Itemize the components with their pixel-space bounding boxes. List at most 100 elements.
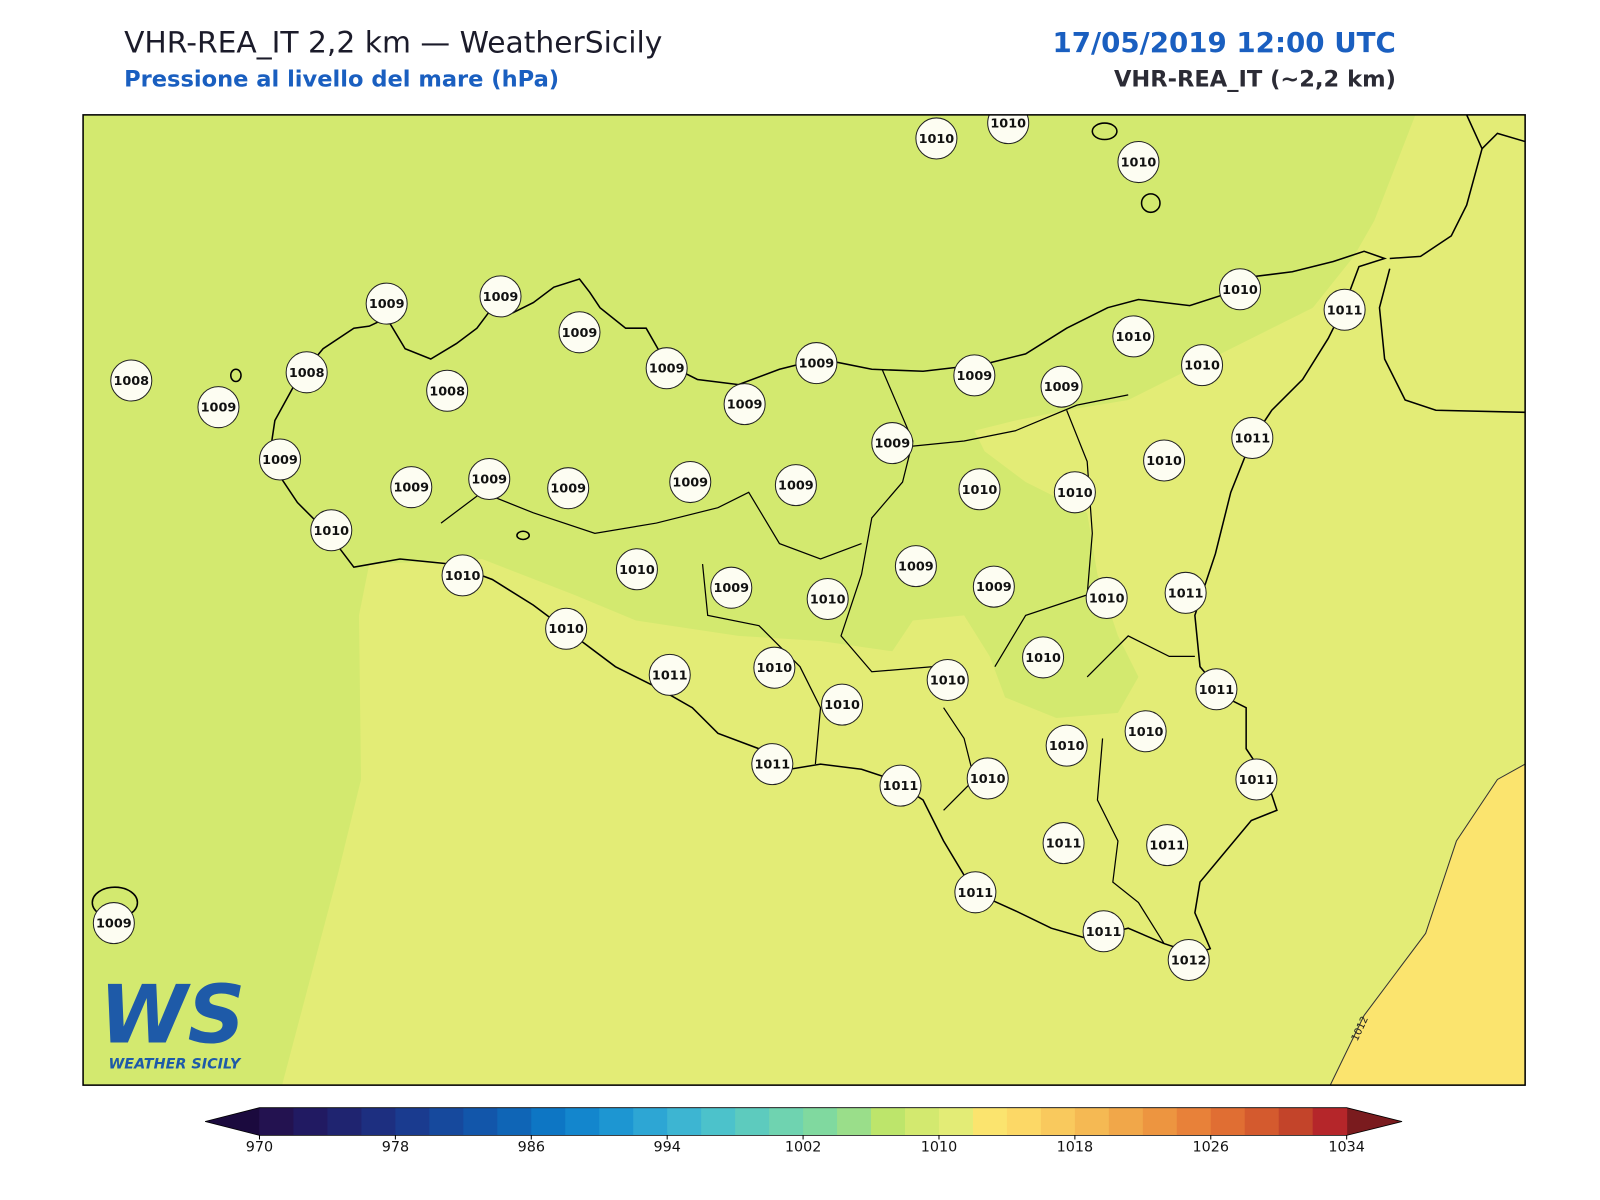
station-marker [958,468,1001,511]
station: 1011 [648,653,691,696]
colorbar-bin [1210,1107,1246,1136]
station: 1009 [479,275,522,318]
station-marker [1124,710,1167,753]
colorbar-bin [361,1107,396,1136]
station-marker [441,554,484,597]
station-marker [1085,576,1128,619]
station: 1011 [1082,910,1125,953]
station-value: 1010 [919,132,955,147]
station: 1009 [669,461,712,504]
station-value: 1010 [757,661,793,676]
station-value: 1010 [619,563,655,578]
station-marker [1112,315,1155,358]
colorbar-tick-label: 1034 [1328,1140,1365,1156]
station: 1011 [1235,758,1278,801]
station-value: 1008 [289,366,325,381]
map: 1012 1010 1010 1010 1009 1009 1009 1010 1011 100… [83,114,1526,1086]
colorbar-tick-label: 1018 [1057,1140,1094,1156]
station: 1011 [1231,416,1274,459]
station-value: 1011 [1327,303,1363,318]
station-marker [615,548,658,591]
colorbar-tick-label: 970 [246,1140,273,1156]
colorbar-bin [972,1107,1008,1136]
station-value: 1010 [1184,359,1220,374]
colorbar-bin [463,1107,498,1136]
station-value: 1009 [393,481,429,496]
station: 1009 [92,902,135,945]
station: 1009 [871,422,914,465]
station-value: 1011 [1149,839,1185,854]
colorbar-bin [1040,1107,1076,1136]
station-marker [710,566,753,609]
logo-text: WEATHER SICILY [108,1057,241,1073]
station: 1009 [558,311,601,354]
station-marker [806,577,849,620]
station: 1010 [753,646,796,689]
station: 1009 [390,466,433,509]
station-marker [1022,636,1065,679]
station-value: 1010 [990,117,1026,132]
station-value: 1012 [1171,954,1207,969]
colorbar-bin [1244,1107,1280,1136]
station: 1010 [1022,636,1065,679]
colorbar-bin [293,1107,328,1136]
station-marker [258,438,302,481]
station-value: 1009 [96,917,132,932]
station: 1009 [710,566,753,609]
station-value: 1011 [1239,773,1275,788]
colorbar-bin [871,1107,906,1136]
station-value: 1009 [369,297,405,312]
station: 1008 [285,351,328,394]
station-marker [1323,288,1366,331]
station: 1010 [987,114,1030,145]
station-marker [1235,758,1278,801]
datetime: 17/05/2019 12:00 UTC [1052,26,1395,59]
station-marker [894,545,937,588]
station-value: 1010 [962,483,998,498]
station-marker [966,757,1009,800]
logo: WS WEATHER SICILY [99,968,245,1072]
station-value: 1010 [1049,739,1085,754]
colorbar-bin [905,1107,940,1136]
colorbar-bin [667,1107,702,1136]
station: 1009 [258,438,302,481]
station-marker [1167,938,1210,982]
station-value: 1009 [471,473,507,488]
station-marker [1053,471,1096,514]
colorbar-bin [1074,1107,1110,1136]
station: 1010 [806,577,849,620]
station: 1010 [966,757,1009,800]
station: 1011 [1146,824,1189,867]
station-marker [987,114,1030,145]
station: 1010 [545,607,588,650]
station-value: 1010 [1128,725,1164,740]
station-marker [426,369,469,412]
station-value: 1010 [445,569,481,584]
station-marker [1164,571,1207,614]
colorbar-bin [735,1107,770,1136]
station-value: 1010 [548,622,584,637]
station: 1011 [1195,668,1238,711]
station: 1009 [197,386,240,429]
station-value: 1009 [976,580,1012,595]
colorbar-bin [327,1107,362,1136]
station-marker [972,565,1015,608]
station-value: 1011 [958,886,994,901]
station: 1010 [1181,344,1224,387]
coastline [91,114,1526,955]
station-value: 1009 [1044,380,1080,395]
colorbar-bin [1142,1107,1178,1136]
colorbar-under [205,1107,260,1136]
station: 1010 [1085,576,1128,619]
station-marker [774,464,817,507]
station-marker [879,764,922,807]
colorbar-bin [938,1107,974,1136]
station-marker [110,359,153,402]
colorbar-tick-label: 978 [382,1140,409,1156]
station: 1011 [954,871,997,914]
station-value: 1011 [1086,925,1122,940]
station-value: 1009 [649,362,685,377]
station-value: 1009 [727,398,763,413]
station-value: 1011 [652,668,688,683]
